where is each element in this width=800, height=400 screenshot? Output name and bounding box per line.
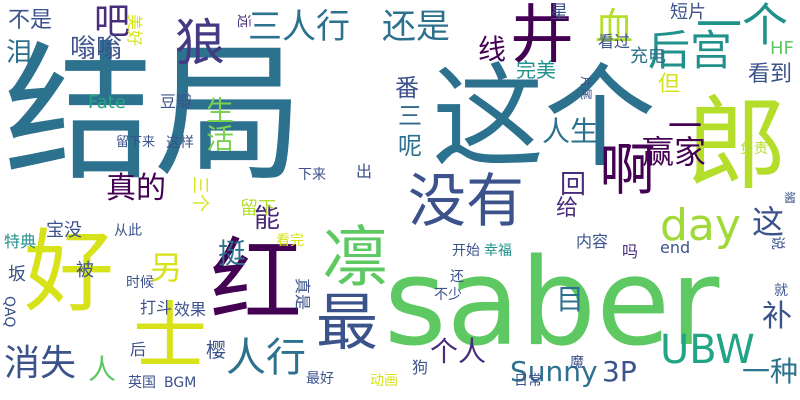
cloud-word: 补 [762, 299, 792, 334]
cloud-word: 英国 [128, 375, 156, 391]
cloud-word: 个人 [430, 335, 487, 368]
cloud-word: saber [384, 234, 720, 373]
cloud-word: 一 [668, 107, 702, 147]
cloud-word: 幸福 [484, 243, 512, 259]
cloud-word: 还是 [382, 7, 450, 47]
cloud-word: 一种 [742, 355, 799, 388]
cloud-word: 赢家 [642, 133, 707, 171]
cloud-word: 打斗 [140, 298, 173, 317]
cloud-word: 充电 [630, 46, 666, 67]
cloud-word: 三 [398, 102, 422, 130]
cloud-word: 负责 [740, 141, 768, 157]
cloud-word: 坂 [8, 264, 26, 285]
cloud-word: 另 [150, 249, 183, 287]
cloud-word: 星 [550, 2, 568, 23]
cloud-word: 被 [76, 260, 94, 281]
cloud-word: 狗 [412, 358, 429, 377]
cloud-word: 时候 [126, 275, 154, 291]
cloud-word: 能 [254, 204, 281, 234]
cloud-word: 完美 [516, 58, 556, 82]
cloud-word: 效果 [174, 300, 207, 319]
cloud-word: 不少 [434, 287, 462, 303]
cloud-word: 线 [478, 33, 507, 66]
cloud-word: 3P [602, 355, 637, 388]
cloud-word: 回 [560, 170, 587, 200]
cloud-word: 目 [556, 283, 585, 316]
cloud-word: 吗 [622, 242, 639, 261]
cloud-word: 留下来 [116, 135, 156, 150]
cloud-word: 凛 [311, 222, 388, 288]
cloud-word: day [660, 200, 741, 251]
cloud-word: 三个 [189, 176, 210, 212]
cloud-word: 不是 [8, 8, 53, 33]
cloud-word: 呢 [398, 132, 422, 160]
cloud-word: 这个 [432, 53, 656, 183]
cloud-word: 啊 [590, 140, 655, 196]
cloud-word: 豆瓣 [160, 92, 193, 111]
cloud-word: 给 [556, 196, 579, 221]
cloud-word: 看到 [748, 62, 793, 87]
cloud-word: 泪 [6, 38, 33, 68]
cloud-word: 郎 [668, 90, 787, 192]
cloud-word: 三人行 [248, 7, 350, 47]
cloud-word: 结局 [4, 28, 305, 202]
cloud-word: 后宫 [648, 26, 733, 75]
cloud-word: 一个 [696, 0, 788, 52]
cloud-word: 井 [510, 0, 574, 73]
cloud-word: 挺 [218, 237, 247, 270]
cloud-word: 但 [658, 72, 681, 97]
cloud-word: Fate [88, 92, 126, 113]
cloud-word: 人 [88, 353, 117, 386]
cloud-word: 番 [395, 74, 419, 102]
cloud-word: 远 [235, 14, 251, 28]
cloud-word: 留下 [240, 198, 276, 219]
cloud-word: 说 [769, 236, 785, 250]
cloud-word: 生活 [202, 96, 235, 152]
cloud-word: 下来 [298, 167, 326, 183]
cloud-word: end [660, 238, 691, 257]
cloud-word: Sunny [510, 355, 598, 388]
cloud-word: 樱 [206, 338, 226, 362]
cloud-word: 人生 [542, 115, 599, 148]
cloud-word: 酱 [784, 191, 797, 205]
cloud-word: 后 [130, 340, 147, 359]
cloud-word: 真的 [106, 171, 166, 206]
cloud-word: 好 [24, 220, 114, 325]
cloud-word: 吧 [88, 2, 129, 38]
cloud-word: 动画 [370, 373, 398, 389]
cloud-word: 嗡嗡 [70, 34, 123, 64]
cloud-word: 人行 [226, 335, 306, 381]
cloud-word: 最 [316, 286, 379, 359]
cloud-word: 这样 [166, 135, 194, 151]
cloud-word: 美好 [125, 14, 144, 47]
cloud-word: 内容 [576, 232, 609, 251]
cloud-word: 特典 [4, 232, 37, 251]
cloud-word: 消失 [4, 343, 77, 384]
cloud-word: 红 [210, 228, 303, 335]
cloud-word: 就 [774, 283, 788, 299]
cloud-word: 宝没 [46, 220, 82, 241]
cloud-word: 看完 [276, 233, 304, 249]
cloud-word: 这 [752, 203, 785, 241]
cloud-word: 真是 [293, 278, 312, 311]
cloud-word: 片尾 [579, 76, 593, 101]
cloud-word: 开始 [452, 243, 480, 259]
cloud-word: 狼 [175, 14, 225, 72]
cloud-word: 没有 [408, 167, 525, 235]
cloud-word: 士 [133, 294, 207, 380]
cloud-word: 从此 [114, 223, 142, 239]
cloud-word: HF [770, 38, 794, 59]
cloud-word: 出 [356, 162, 373, 181]
cloud-word: 日常 [514, 373, 542, 389]
cloud-word: 还 [450, 269, 464, 285]
cloud-word: 魔 [570, 355, 584, 371]
cloud-word: QAQ [1, 296, 17, 328]
cloud-word: 短片 [670, 2, 706, 23]
cloud-word: 最好 [306, 371, 334, 387]
cloud-word: 看过 [598, 32, 631, 51]
cloud-word: BGM [164, 375, 197, 391]
cloud-word: UBW [660, 327, 755, 373]
cloud-word: 血 [595, 5, 634, 49]
